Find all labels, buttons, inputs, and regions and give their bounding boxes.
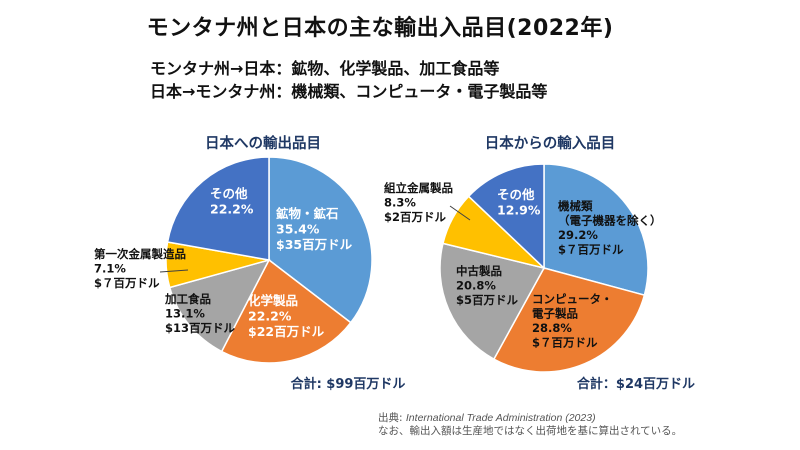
pie2-slice-label-4: 組立金属製品 8.3% $2百万ドル [384, 181, 453, 224]
pie2-slice-label-1: 機械類（電子機器を除く） 29.2% $７百万ドル [558, 199, 662, 257]
source-disclaimer: なお、輸出入額は生産地ではなく出荷地を基に算出されている。 [378, 425, 683, 437]
pie1-slice-label-4: 第一次金属製造品 7.1% $７百万ドル [94, 247, 186, 290]
pie1-slice-1 [268, 156, 373, 324]
pie2-slice-label-2: コンピュータ・電子製品 28.8% $７百万ドル [532, 292, 613, 350]
pie2-title: 日本からの輸入品目 [485, 134, 616, 152]
page-title: モンタナ州と日本の主な輸出入品目(2022年) [146, 16, 614, 41]
pie2-slice-5 [467, 163, 545, 270]
pie1-slice-2 [220, 258, 352, 364]
pie1-slice-label-2: 化学製品 22.2% $22百万ドル [248, 293, 325, 339]
source-prefix: 出典: [378, 412, 406, 424]
pie1-title: 日本への輸出品目 [205, 134, 321, 152]
pie2-slice-label-5: その他 12.9% [497, 187, 541, 218]
pie2-slice-1 [543, 163, 649, 297]
pie2-total: 合計：$24百万ドル [577, 376, 695, 392]
pie2-slice-label-3: 中古製品 20.8% $5百万ドル [456, 264, 519, 307]
pie1-total: 合計: $99百万ドル [291, 376, 406, 392]
summary-imports: 日本→モンタナ州：機械類、コンピュータ・電子製品等 [150, 82, 548, 101]
pie2-slice-3 [439, 242, 546, 361]
source-note: 出典: International Trade Administration (… [378, 412, 682, 438]
source-name: International Trade Administration (2023… [405, 412, 596, 424]
pie2-slice-2 [492, 267, 646, 373]
summary: モンタナ州→日本：鉱物、化学製品、加工食品等 日本→モンタナ州：機械類、コンピュ… [150, 57, 547, 103]
pie2-leader-line-4 [449, 205, 471, 221]
summary-exports: モンタナ州→日本：鉱物、化学製品、加工食品等 [150, 59, 500, 78]
pie1-slice-3 [168, 258, 271, 353]
pie1-leader-line-4 [159, 269, 189, 273]
pie1-slice-label-1: 鉱物・鉱石 35.4% $35百万ドル [276, 206, 353, 252]
pie1-slice-5 [166, 156, 270, 261]
pie1-slice-label-5: その他 22.2% [210, 186, 254, 217]
pie1-slice-label-3: 加工食品 13.1% $13百万ドル [164, 292, 236, 335]
